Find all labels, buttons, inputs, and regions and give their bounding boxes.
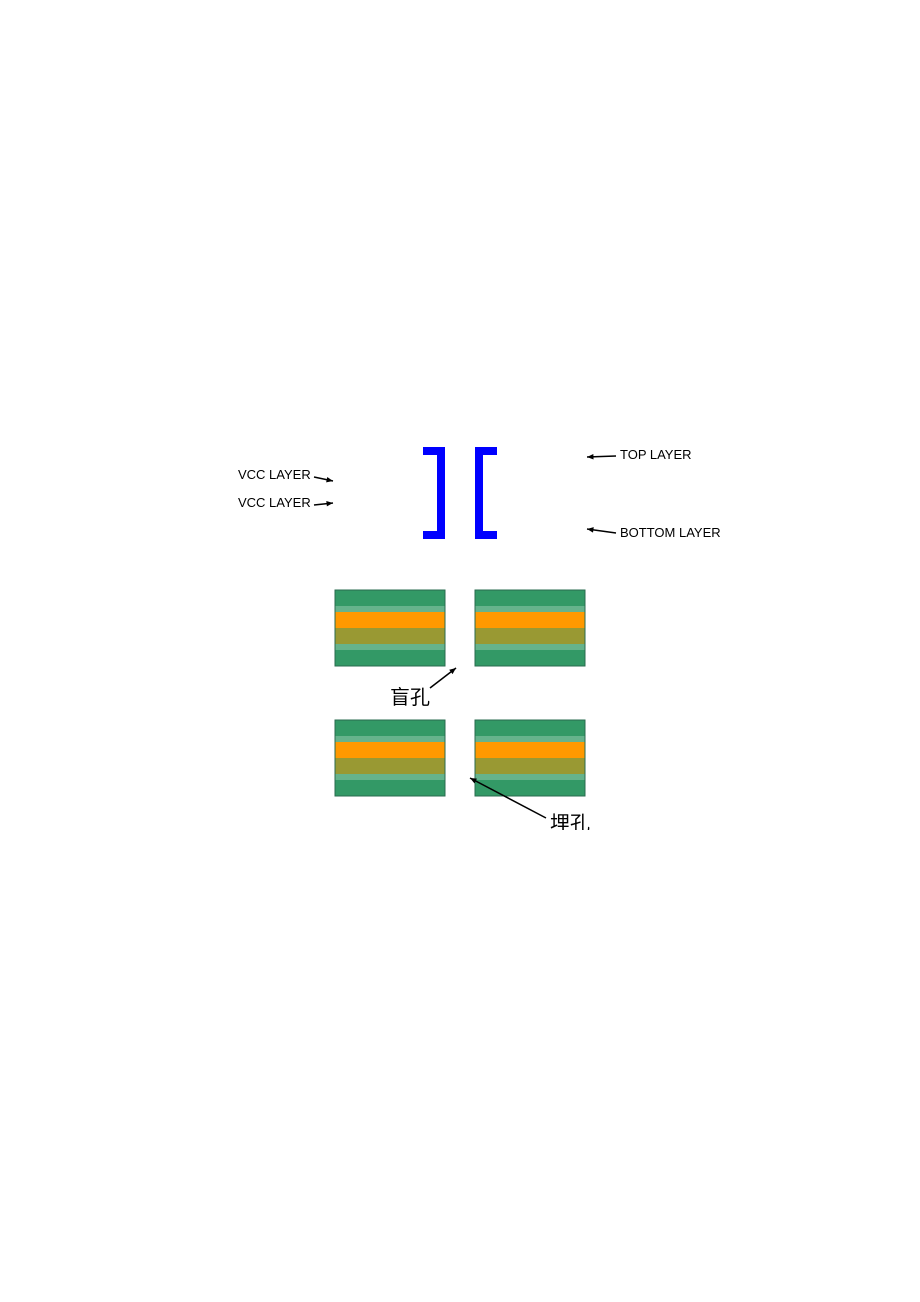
svg-text:VCC LAYER: VCC LAYER	[238, 467, 311, 482]
svg-text:埋孔: 埋孔	[550, 812, 590, 830]
svg-text:TOP LAYER: TOP LAYER	[620, 447, 692, 462]
svg-text:盲孔: 盲孔	[390, 686, 430, 709]
pcb-hole-types-diagram: TOP LAYERBOTTOM LAYERVCC LAYERVCC LAYER …	[100, 290, 820, 830]
pcb-cross-section-diagram	[100, 88, 820, 278]
svg-text:VCC LAYER: VCC LAYER	[238, 495, 311, 510]
svg-text:BOTTOM LAYER: BOTTOM LAYER	[620, 525, 721, 540]
